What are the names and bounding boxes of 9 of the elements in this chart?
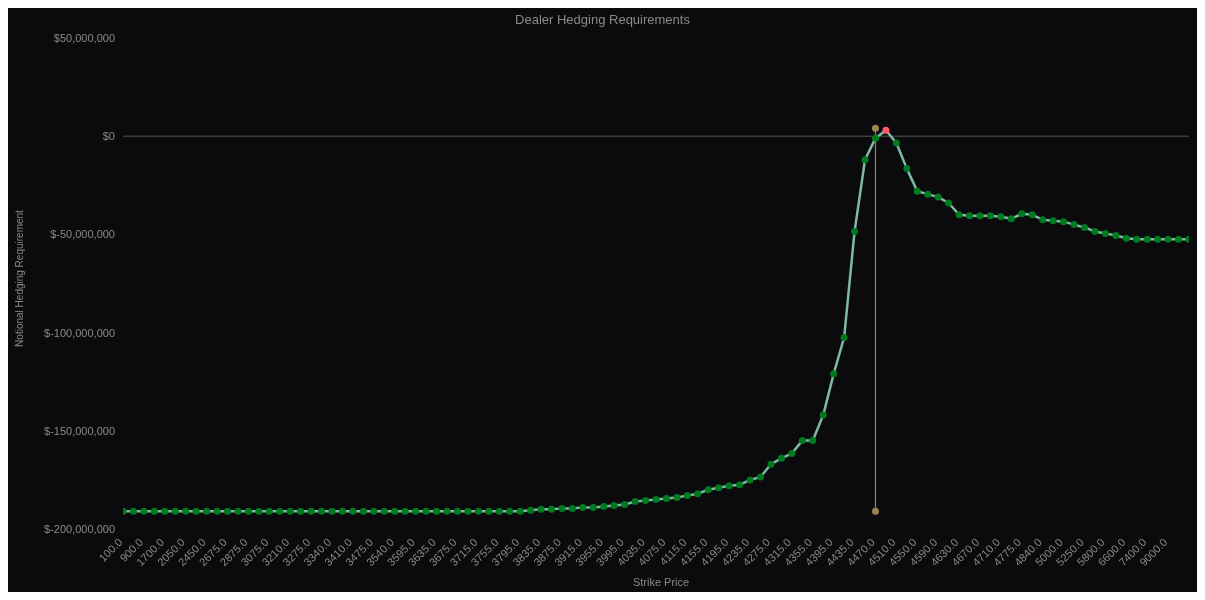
y-tick-label: $-50,000,000 [50,228,115,241]
y-tick-label: $-200,000,000 [44,522,115,535]
y-tick-label: $-100,000,000 [44,326,115,339]
y-tick-label: $-150,000,000 [44,424,115,437]
chart-title: Dealer Hedging Requirements [514,12,691,27]
x-axis-title: Strike Price [631,576,691,588]
y-axis-title: Notional Hedging Requirement [13,209,25,347]
y-tick-label: $50,000,000 [53,31,115,44]
y-tick-label: $0 [102,130,115,143]
